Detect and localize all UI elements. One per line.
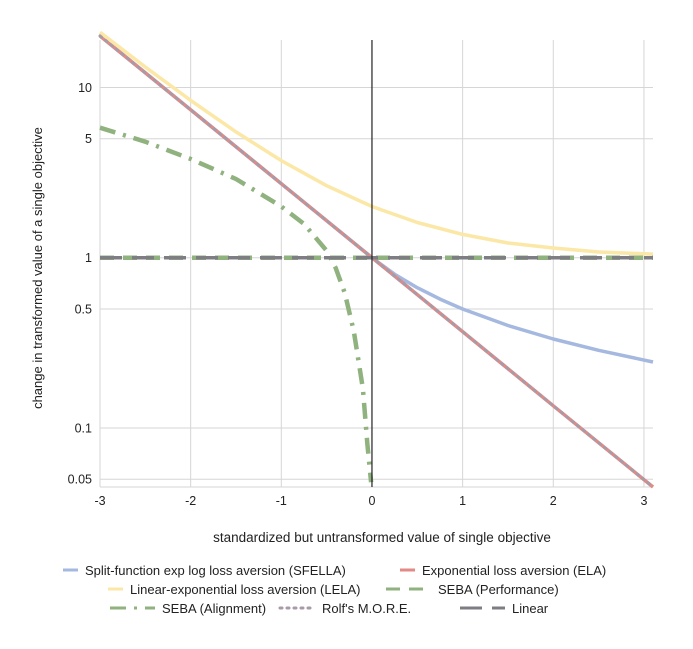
x-tick-label: 1 [459, 494, 466, 508]
x-tick-label: 0 [368, 494, 375, 508]
series-line-seba-alignment [99, 125, 374, 483]
legend-item-linear: Linear [460, 601, 549, 616]
legend-item-exponential-loss-aversion-ela: Exponential loss aversion (ELA) [400, 563, 606, 578]
x-tick-label: -3 [94, 494, 105, 508]
y-axis-label: change in transformed value of a single … [30, 127, 45, 409]
legend: Split-function exp log loss aversion (SF… [63, 563, 606, 616]
legend-label: SEBA (Alignment) [162, 601, 266, 616]
y-tick-label: 10 [78, 81, 92, 95]
legend-label: SEBA (Performance) [438, 582, 559, 597]
legend-label: Linear [512, 601, 549, 616]
legend-item-split-function-exp-log-loss-aversion-sfella: Split-function exp log loss aversion (SF… [63, 563, 346, 578]
series-layer [98, 30, 655, 489]
y-tick-label: 0.1 [75, 421, 92, 435]
legend-item-linear-exponential-loss-aversion-lela: Linear-exponential loss aversion (LELA) [108, 582, 361, 597]
y-tick-label: 5 [85, 132, 92, 146]
legend-item-rolf-s-m-o-r-e: Rolf's M.O.R.E. [278, 601, 411, 616]
legend-item-seba-alignment: SEBA (Alignment) [110, 601, 266, 616]
x-axis-label: standardized but untransformed value of … [213, 530, 551, 545]
y-tick-label: 0.5 [75, 302, 92, 316]
series-line-linear-exponential-loss-aversion-lela [98, 30, 654, 256]
legend-label: Linear-exponential loss aversion (LELA) [130, 582, 361, 597]
y-tick-label: 0.05 [68, 473, 92, 487]
x-tick-label: 2 [550, 494, 557, 508]
x-tick-label: 3 [640, 494, 647, 508]
x-tick-label: -1 [276, 494, 287, 508]
legend-item-seba-performance: SEBA (Performance) [386, 582, 559, 597]
legend-label: Split-function exp log loss aversion (SF… [85, 563, 346, 578]
legend-label: Exponential loss aversion (ELA) [422, 563, 606, 578]
x-tick-label: -2 [185, 494, 196, 508]
legend-label: Rolf's M.O.R.E. [322, 601, 411, 616]
series-line-split-function-exp-log-loss-aversion-sfella [98, 34, 654, 364]
tick-labels: -3 -2 -1 0 1 2 3 0.05 0.1 0.5 1 5 10 [68, 81, 648, 508]
y-tick-label: 1 [85, 251, 92, 265]
